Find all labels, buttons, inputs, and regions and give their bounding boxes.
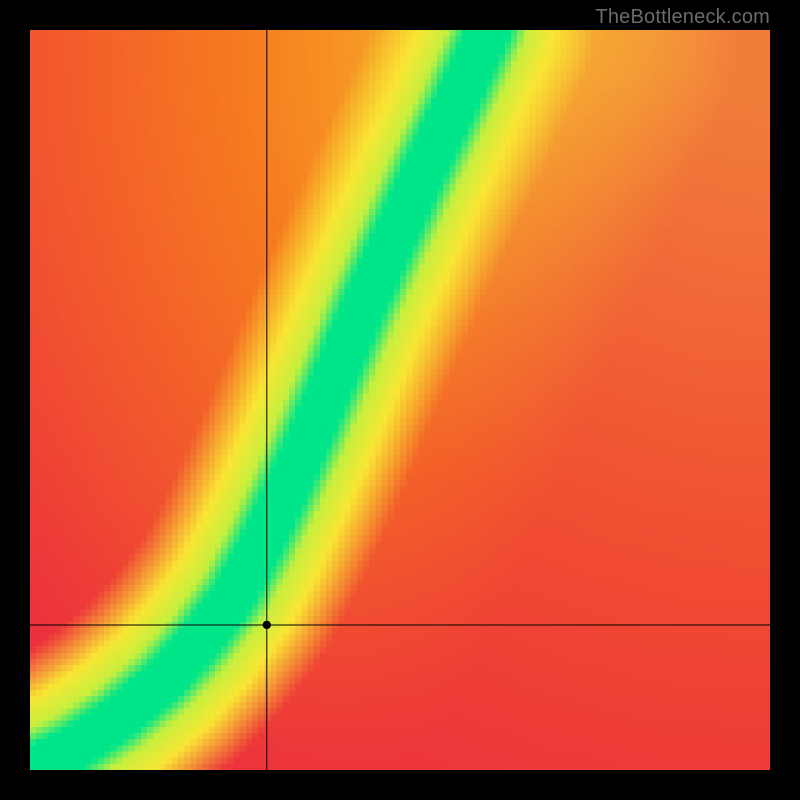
heatmap-canvas: [30, 30, 770, 770]
watermark-text: TheBottleneck.com: [595, 6, 770, 29]
chart-container: TheBottleneck.com: [0, 0, 800, 800]
